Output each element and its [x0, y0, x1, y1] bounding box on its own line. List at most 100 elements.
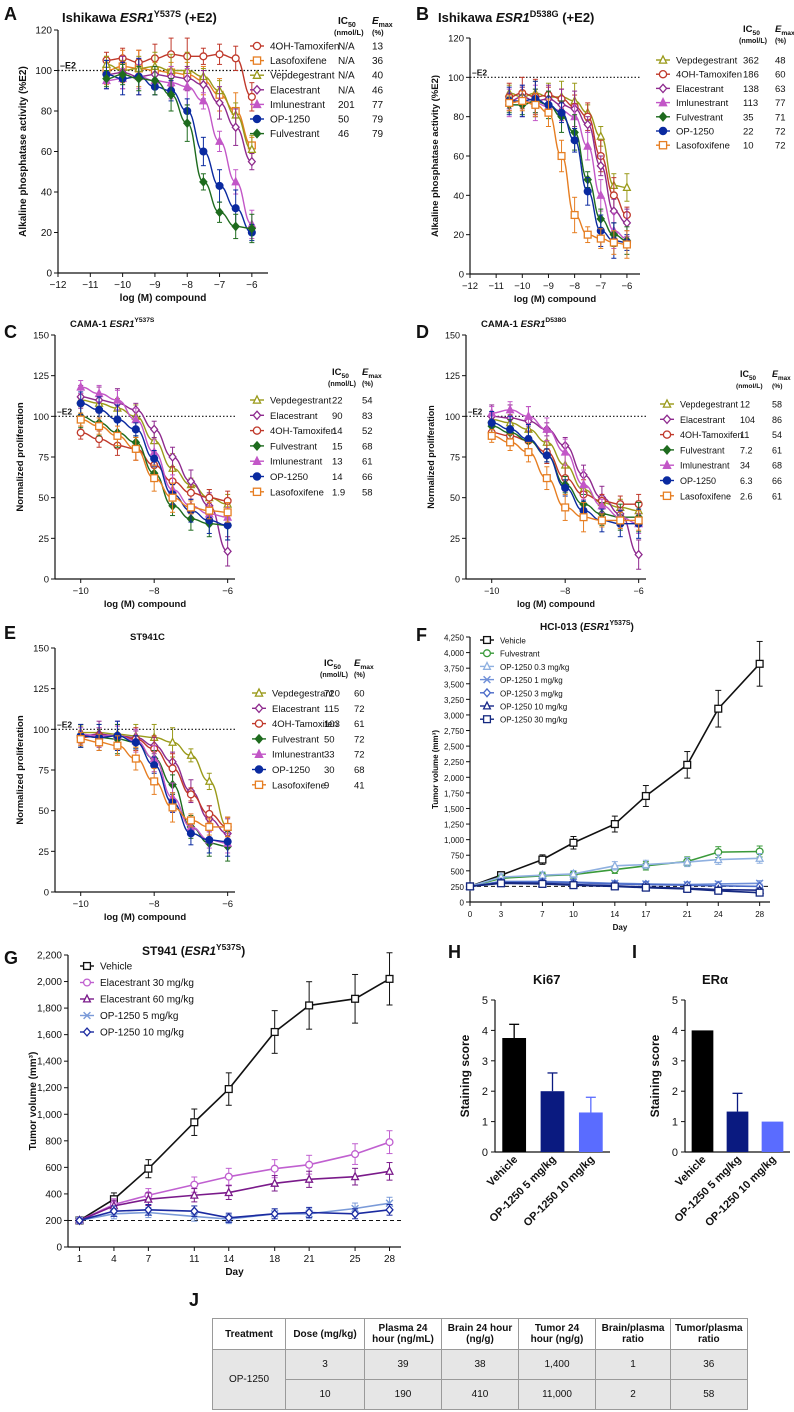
data-point [252, 128, 262, 139]
y-tick-label: 60 [41, 147, 53, 158]
x-tick-label: −9 [543, 281, 554, 292]
ic50-value: 13 [332, 457, 343, 468]
y-tick-label: 0 [672, 1147, 678, 1159]
x-tick-label: 0 [468, 910, 473, 919]
panel-title: Ki67 [533, 972, 560, 987]
data-point [622, 240, 631, 249]
x-tick-label: 7 [146, 1254, 152, 1265]
data-point [252, 440, 262, 451]
x-tick-label: 28 [755, 910, 764, 919]
x-tick-label: −12 [50, 280, 67, 291]
y-tick-label: 3 [672, 1056, 678, 1068]
legend-label: Lasofoxifene [272, 780, 326, 791]
data-point [231, 204, 240, 213]
panel-b: B Ishikawa ESR1D538G (+E2) 0 20 40 60 80 100 120… [416, 4, 794, 305]
x-tick-label: 28 [384, 1254, 396, 1265]
data-point [95, 435, 104, 444]
data-point [112, 394, 122, 404]
fit-curve [106, 71, 253, 163]
data-point [385, 974, 394, 983]
legend-label: 4OH-Tamoxifen [676, 70, 742, 81]
ic50-value: N/A [338, 71, 355, 82]
series-imlunestrant [504, 84, 632, 249]
y-tick-label: 2,250 [444, 758, 465, 767]
data-point [247, 223, 257, 234]
legend-label: OP-1250 0.3 mg/kg [500, 663, 569, 672]
data-point [662, 491, 672, 501]
data-point [113, 741, 122, 750]
legend-label: Elacestrant [676, 84, 724, 95]
data-point [166, 89, 176, 100]
data-point [231, 176, 241, 186]
data-point [524, 435, 533, 444]
data-point [662, 476, 672, 485]
data-point [465, 882, 475, 891]
data-point [168, 803, 177, 812]
data-point [168, 493, 177, 502]
data-point [254, 719, 264, 728]
data-point [350, 1171, 360, 1181]
emax-value: 61 [772, 491, 782, 501]
data-point [205, 493, 214, 502]
data-point [82, 961, 92, 971]
ic50-value: 12 [740, 400, 750, 410]
data-point [205, 809, 214, 818]
emax-value: 46 [372, 85, 384, 96]
data-point [254, 687, 264, 697]
data-point [569, 881, 578, 890]
y-tick-label: 2 [672, 1086, 678, 1098]
category-label: OP-1250 10 mg/kg [703, 1154, 779, 1230]
legend-label: Vepdegestrant [272, 689, 334, 700]
emax-unit: (%) [372, 28, 384, 37]
emax-unit: (%) [772, 383, 783, 390]
data-point [482, 687, 492, 698]
ic50-header: IC50 [324, 658, 341, 671]
data-point [144, 1164, 153, 1173]
ic50-value: 362 [743, 56, 759, 67]
data-point [662, 444, 672, 455]
fit-curve [509, 100, 628, 240]
y-tick-label: 1,000 [37, 1110, 62, 1121]
data-point [385, 1199, 394, 1208]
legend-label: Imlunestrant [270, 457, 323, 468]
legend-label: OP-1250 1 mg/kg [500, 676, 563, 685]
data-point [682, 856, 692, 866]
fit-curve [509, 100, 627, 246]
data-point [149, 424, 159, 435]
series-op-1250 [102, 57, 256, 242]
panel-letter: D [416, 322, 429, 342]
data-point [658, 111, 668, 122]
e2-label: –E2 [472, 67, 487, 77]
y-tick-label: 0 [56, 1243, 62, 1254]
data-point [714, 704, 723, 713]
y-tick-label: 250 [451, 883, 465, 892]
data-point [186, 476, 196, 487]
data-point [518, 96, 527, 105]
emax-value: 77 [372, 100, 384, 111]
category-label: OP-1250 10 mg/kg [521, 1154, 597, 1230]
data-point [385, 1138, 394, 1147]
data-point [76, 415, 85, 424]
data-point [658, 126, 668, 136]
data-point [557, 108, 566, 117]
data-point [713, 854, 723, 864]
data-point [641, 883, 650, 892]
data-point [252, 69, 262, 79]
fit-curve [106, 73, 252, 230]
data-point [610, 882, 619, 891]
data-point [351, 994, 360, 1003]
y-tick-label: 4,000 [444, 649, 465, 658]
table-cell: 10 [285, 1379, 365, 1410]
data-point [351, 1150, 360, 1159]
data-point [683, 760, 692, 769]
x-tick-label: −8 [149, 899, 160, 910]
table-cell: 2 [595, 1379, 671, 1410]
data-point [557, 151, 566, 161]
emax-header: Emax [772, 369, 791, 382]
legend-label: OP-1250 [270, 472, 308, 483]
ic50-value: 30 [324, 765, 335, 776]
data-point [609, 238, 618, 247]
emax-value: 83 [362, 411, 373, 422]
data-point [252, 426, 262, 435]
